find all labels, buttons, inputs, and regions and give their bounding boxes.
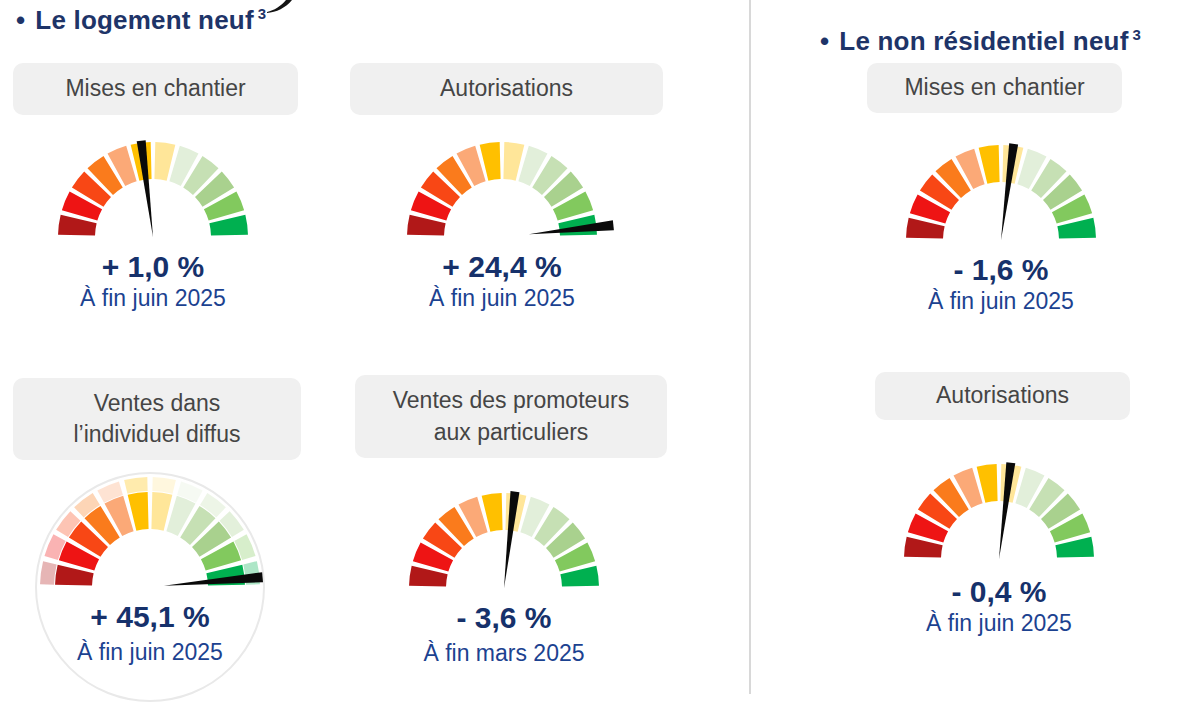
section-title-logement-neuf: • Le logement neuf 3 [16, 5, 266, 36]
bullet-icon: • [16, 5, 25, 35]
gauge-ventes-individuel-diffus [30, 483, 270, 593]
footnote-ref: 3 [1133, 26, 1142, 43]
gauge-date: À fin mars 2025 [384, 640, 624, 666]
gauge-logement-autorisations [382, 133, 622, 243]
label-text: Ventes dans l’individuel diffus [73, 388, 240, 450]
gauge-date: À fin juin 2025 [881, 288, 1121, 314]
section-divider [749, 0, 751, 694]
label-text: Autorisations [440, 73, 573, 104]
gauge-date: À fin juin 2025 [879, 610, 1119, 636]
section-title-text: Le non résidentiel neuf [839, 26, 1128, 56]
gauge-date: À fin juin 2025 [30, 639, 270, 665]
label-box-autorisations: Autorisations [875, 372, 1130, 420]
bullet-icon: • [820, 26, 829, 56]
gauge-date: À fin juin 2025 [382, 285, 622, 311]
gauge-ventes-promoteurs [384, 484, 624, 594]
gauge-value: + 1,0 % [33, 251, 273, 283]
gauge-value: + 24,4 % [382, 251, 622, 283]
gauge-value: - 3,6 % [384, 602, 624, 634]
cropped-needle-fragment [266, 0, 292, 13]
gauge-date: À fin juin 2025 [33, 285, 273, 311]
label-box-ventes-promoteurs: Ventes des promoteurs aux particuliers [355, 375, 667, 458]
label-box-ventes-individuel-diffus: Ventes dans l’individuel diffus [13, 378, 301, 460]
slide: • Le logement neuf 3 • Le non résidentiel n… [0, 0, 1202, 702]
section-title-text: Le logement neuf [35, 5, 253, 35]
gauge-logement-mises-en-chantier [33, 133, 273, 243]
gauge-value: - 1,6 % [881, 254, 1121, 286]
label-text: Mises en chantier [904, 72, 1084, 103]
gauge-non-residentiel-autorisations [879, 455, 1119, 565]
gauge-non-residentiel-mises-en-chantier [881, 136, 1121, 246]
label-box-mises-en-chantier: Mises en chantier [13, 63, 298, 115]
gauge-value: - 0,4 % [879, 576, 1119, 608]
label-text: Ventes des promoteurs aux particuliers [393, 385, 630, 447]
gauge-value: + 45,1 % [30, 601, 270, 633]
label-box-mises-en-chantier: Mises en chantier [867, 63, 1122, 113]
label-box-autorisations: Autorisations [350, 63, 663, 115]
footnote-ref: 3 [258, 5, 267, 22]
label-text: Autorisations [936, 380, 1069, 411]
label-text: Mises en chantier [65, 73, 245, 104]
section-title-non-residentiel-neuf: • Le non résidentiel neuf 3 [820, 26, 1141, 57]
